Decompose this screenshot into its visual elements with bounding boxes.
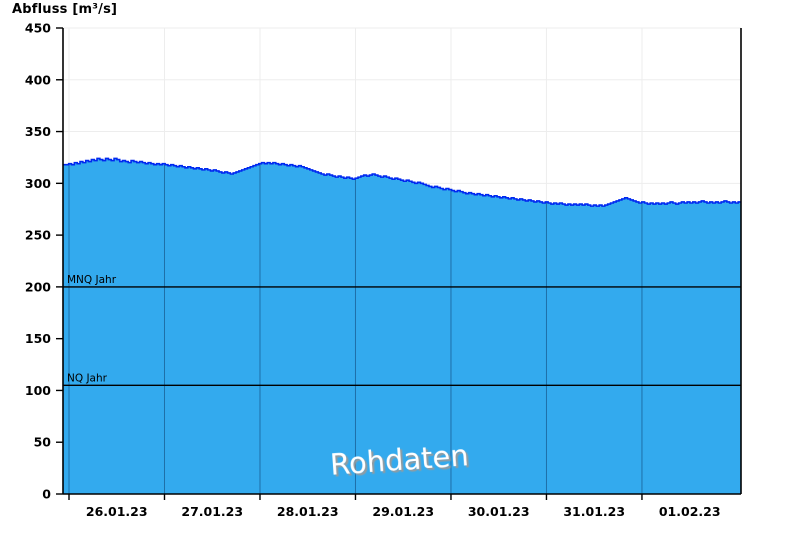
y-tick-label: 450 [25,21,51,36]
x-tick-label: 26.01.23 [86,504,148,519]
area-series-fill [63,158,741,494]
y-tick-label: 300 [25,176,51,191]
x-axis-ticks: 26.01.23 27.01.23 28.01.23 29.01.23 30.01.23… [68,494,721,519]
y-tick-label: 400 [25,72,51,87]
x-tick-label: 27.01.23 [181,504,243,519]
series-fill-path [63,158,741,494]
threshold-label: NQ Jahr [67,372,108,384]
x-tick-label: 31.01.23 [563,504,625,519]
x-tick-label: 28.01.23 [277,504,339,519]
x-tick-label: 30.01.23 [468,504,530,519]
y-tick-label: 150 [25,331,51,346]
area-series-line [63,157,741,207]
y-tick-label: 350 [25,124,51,139]
y-tick-label: 0 [42,487,51,502]
vertical-gridlines [68,28,643,494]
chart-y-axis-title: Abfluss [m³/s] [12,2,118,17]
x-tick-label: 01.02.23 [659,504,721,519]
threshold-lines: MNQ Jahr NQ Jahr [63,274,741,386]
y-tick-label: 200 [25,279,51,294]
threshold-label: MNQ Jahr [67,274,117,286]
y-tick-label: 250 [25,228,51,243]
y-axis-ticks: 0 50 100 150 200 250 300 350 400 450 [25,21,63,502]
series-line-path [63,157,741,207]
x-tick-label: 29.01.23 [372,504,434,519]
y-tick-label: 50 [34,435,52,450]
y-tick-label: 100 [25,383,51,398]
